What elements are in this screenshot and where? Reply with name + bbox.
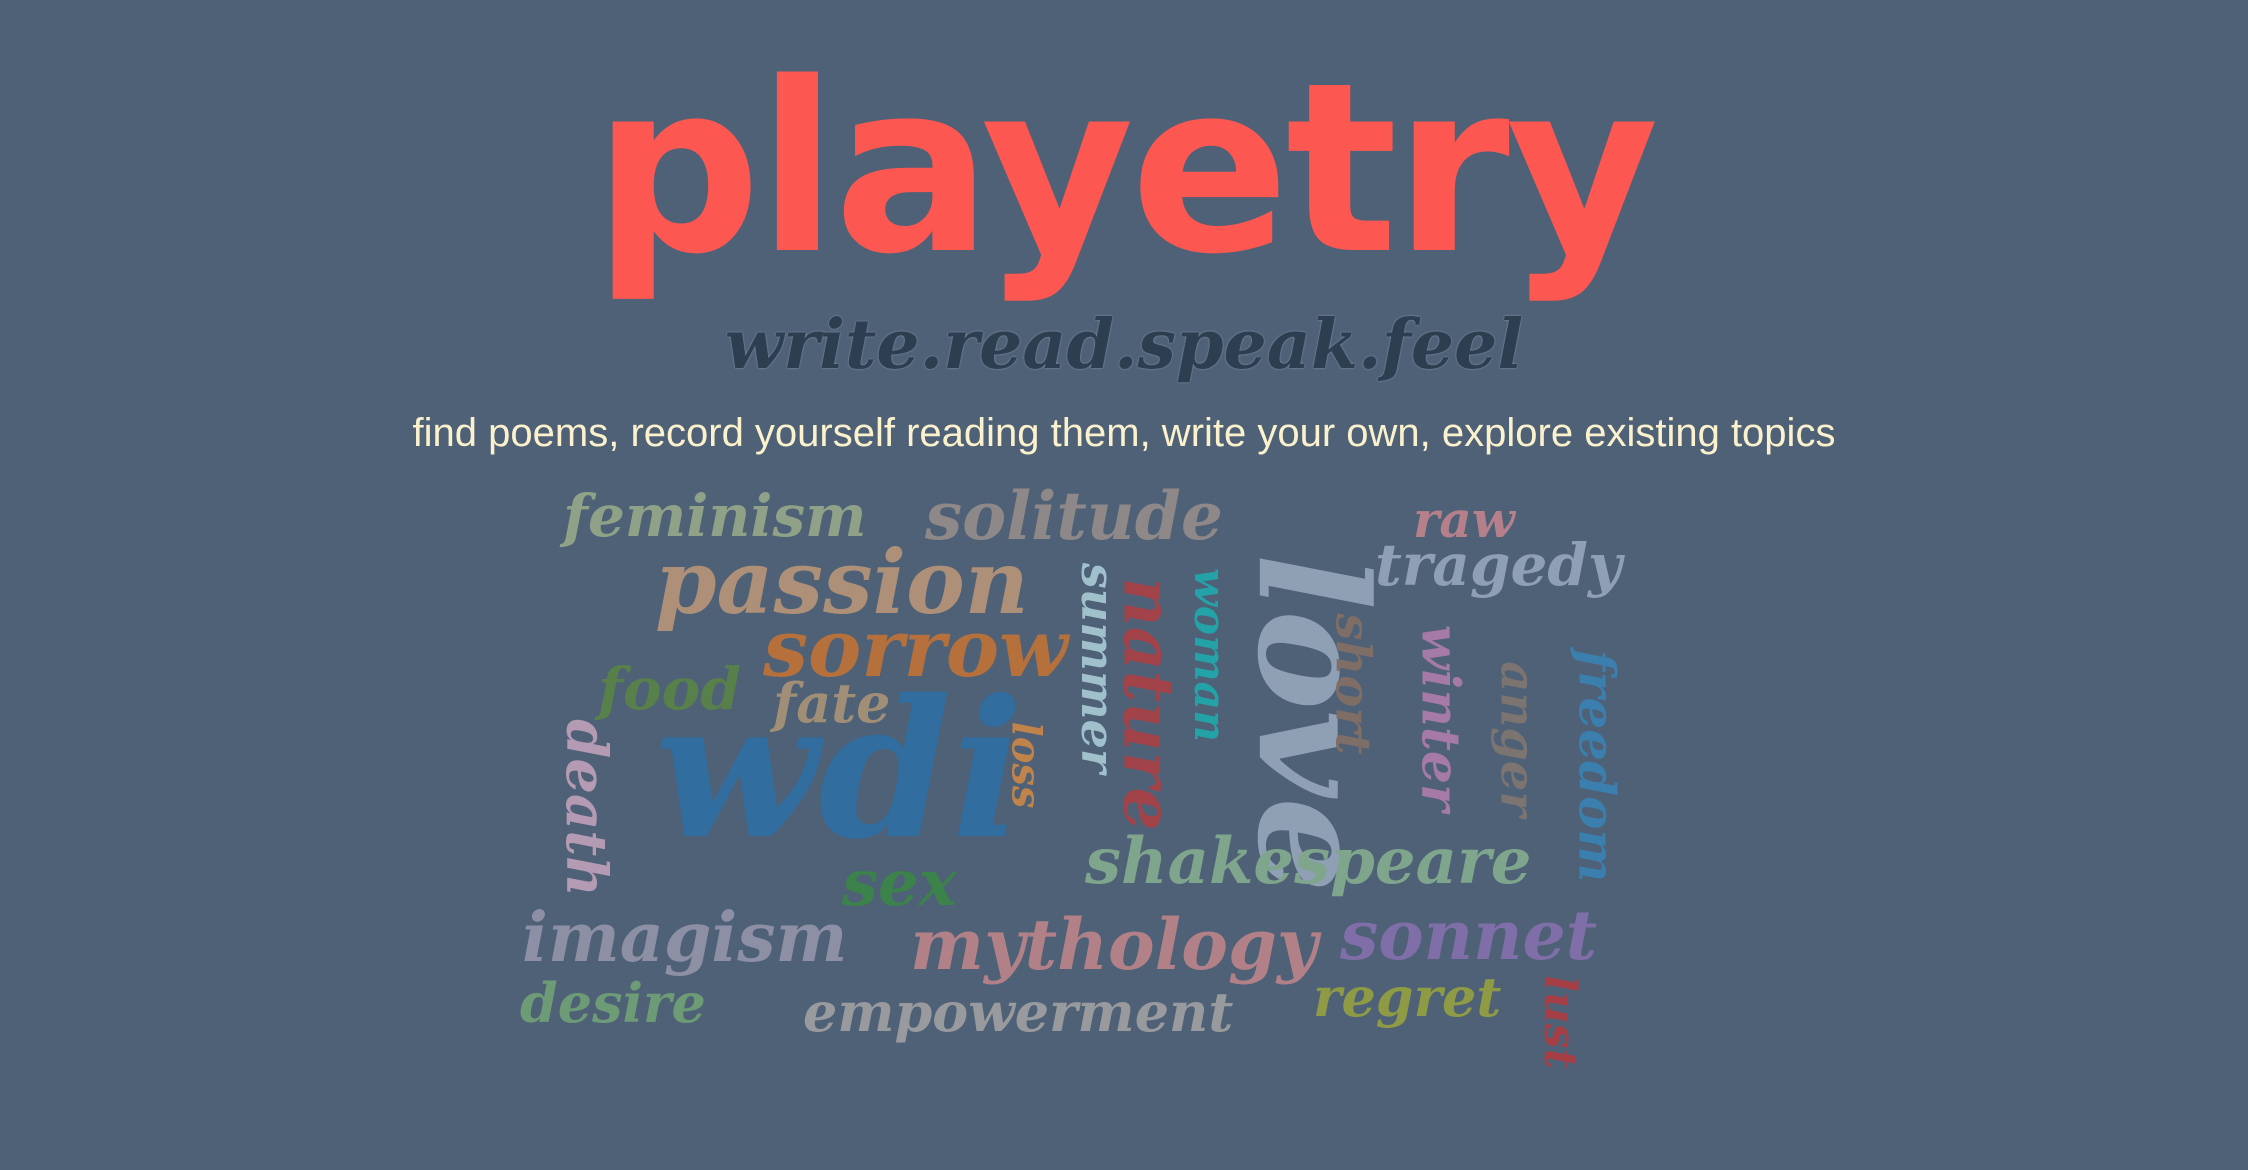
topic-passion[interactable]: passion: [655, 530, 1029, 634]
topic-raw[interactable]: raw: [1413, 490, 1515, 549]
tagline: write.read.speak.feel: [724, 305, 1524, 385]
topic-wdi[interactable]: wdi: [655, 658, 1024, 881]
topic-solitude[interactable]: solitude: [925, 477, 1223, 555]
topic-sonnet[interactable]: sonnet: [1340, 896, 1598, 976]
topic-sorrow[interactable]: sorrow: [763, 601, 1068, 695]
topic-woman[interactable]: woman: [1184, 567, 1236, 743]
logo[interactable]: playetry: [592, 33, 1659, 306]
topic-feminism[interactable]: feminism: [563, 482, 867, 550]
topic-imagism[interactable]: imagism: [522, 898, 848, 978]
topic-nature[interactable]: nature: [1107, 577, 1188, 831]
topic-freedom[interactable]: freedom: [1567, 649, 1627, 883]
topic-tragedy[interactable]: tragedy: [1375, 531, 1622, 599]
topic-loss[interactable]: loss: [1002, 721, 1050, 809]
topic-short[interactable]: short: [1324, 613, 1381, 755]
topic-fate[interactable]: fate: [773, 671, 891, 735]
topic-regret[interactable]: regret: [1313, 965, 1502, 1029]
topic-anger[interactable]: anger: [1489, 661, 1546, 817]
topic-death[interactable]: death: [552, 719, 619, 897]
subtitle: find poems, record yourself reading them…: [412, 411, 1836, 455]
topic-food[interactable]: food: [598, 655, 741, 723]
topic-lust[interactable]: lust: [1533, 975, 1585, 1069]
topic-mythology[interactable]: mythology: [910, 903, 1318, 986]
topic-empowerment[interactable]: empowerment: [803, 980, 1234, 1044]
topic-desire[interactable]: desire: [520, 971, 706, 1035]
topic-winter[interactable]: winter: [1409, 624, 1471, 812]
topic-sex[interactable]: sex: [842, 846, 957, 921]
topic-shakespeare[interactable]: shakespeare: [1085, 824, 1532, 899]
